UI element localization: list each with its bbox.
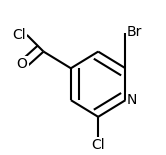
Text: Br: Br xyxy=(127,25,142,39)
Text: N: N xyxy=(127,93,137,107)
Text: O: O xyxy=(17,58,28,71)
Text: Cl: Cl xyxy=(12,28,26,42)
Text: Cl: Cl xyxy=(91,138,105,152)
